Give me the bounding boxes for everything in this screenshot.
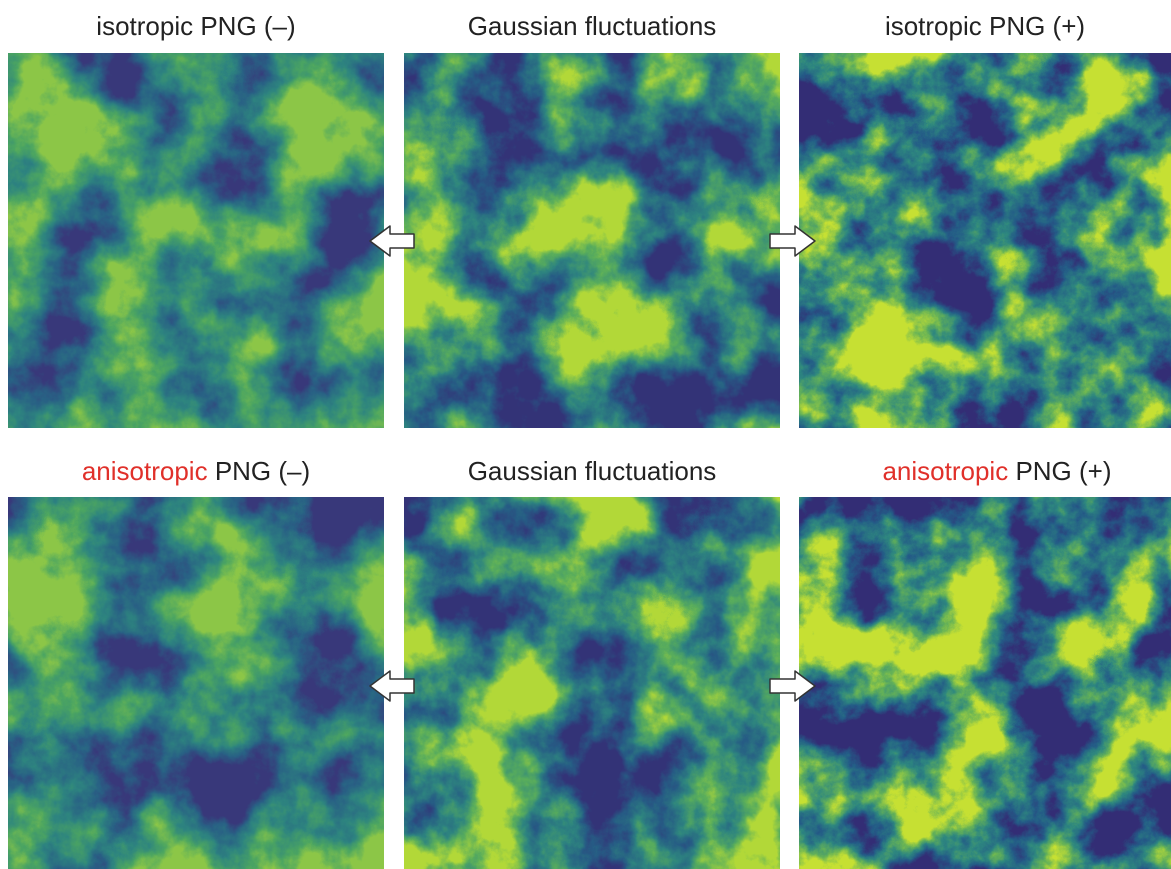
figure: isotropic PNG (–) Gaussian fluctuations … [0,0,1171,869]
field-map [8,53,384,428]
title-text: PNG (–) [215,456,310,486]
field-map [404,53,780,428]
panel-title: anisotropic PNG (–) [82,456,310,486]
field-map [799,497,1171,869]
panel-title: isotropic PNG (–) [96,11,295,41]
field-map [8,497,384,869]
field-map [799,53,1171,428]
title-text: PNG (+) [1015,456,1111,486]
title-highlight: anisotropic [882,456,1008,486]
panel-title: anisotropic PNG (+) [882,456,1111,486]
field-map [404,497,780,869]
panel-title: isotropic PNG (+) [885,11,1085,41]
panel-title: Gaussian fluctuations [468,456,717,486]
title-highlight: anisotropic [82,456,208,486]
panel-title: Gaussian fluctuations [468,11,717,41]
